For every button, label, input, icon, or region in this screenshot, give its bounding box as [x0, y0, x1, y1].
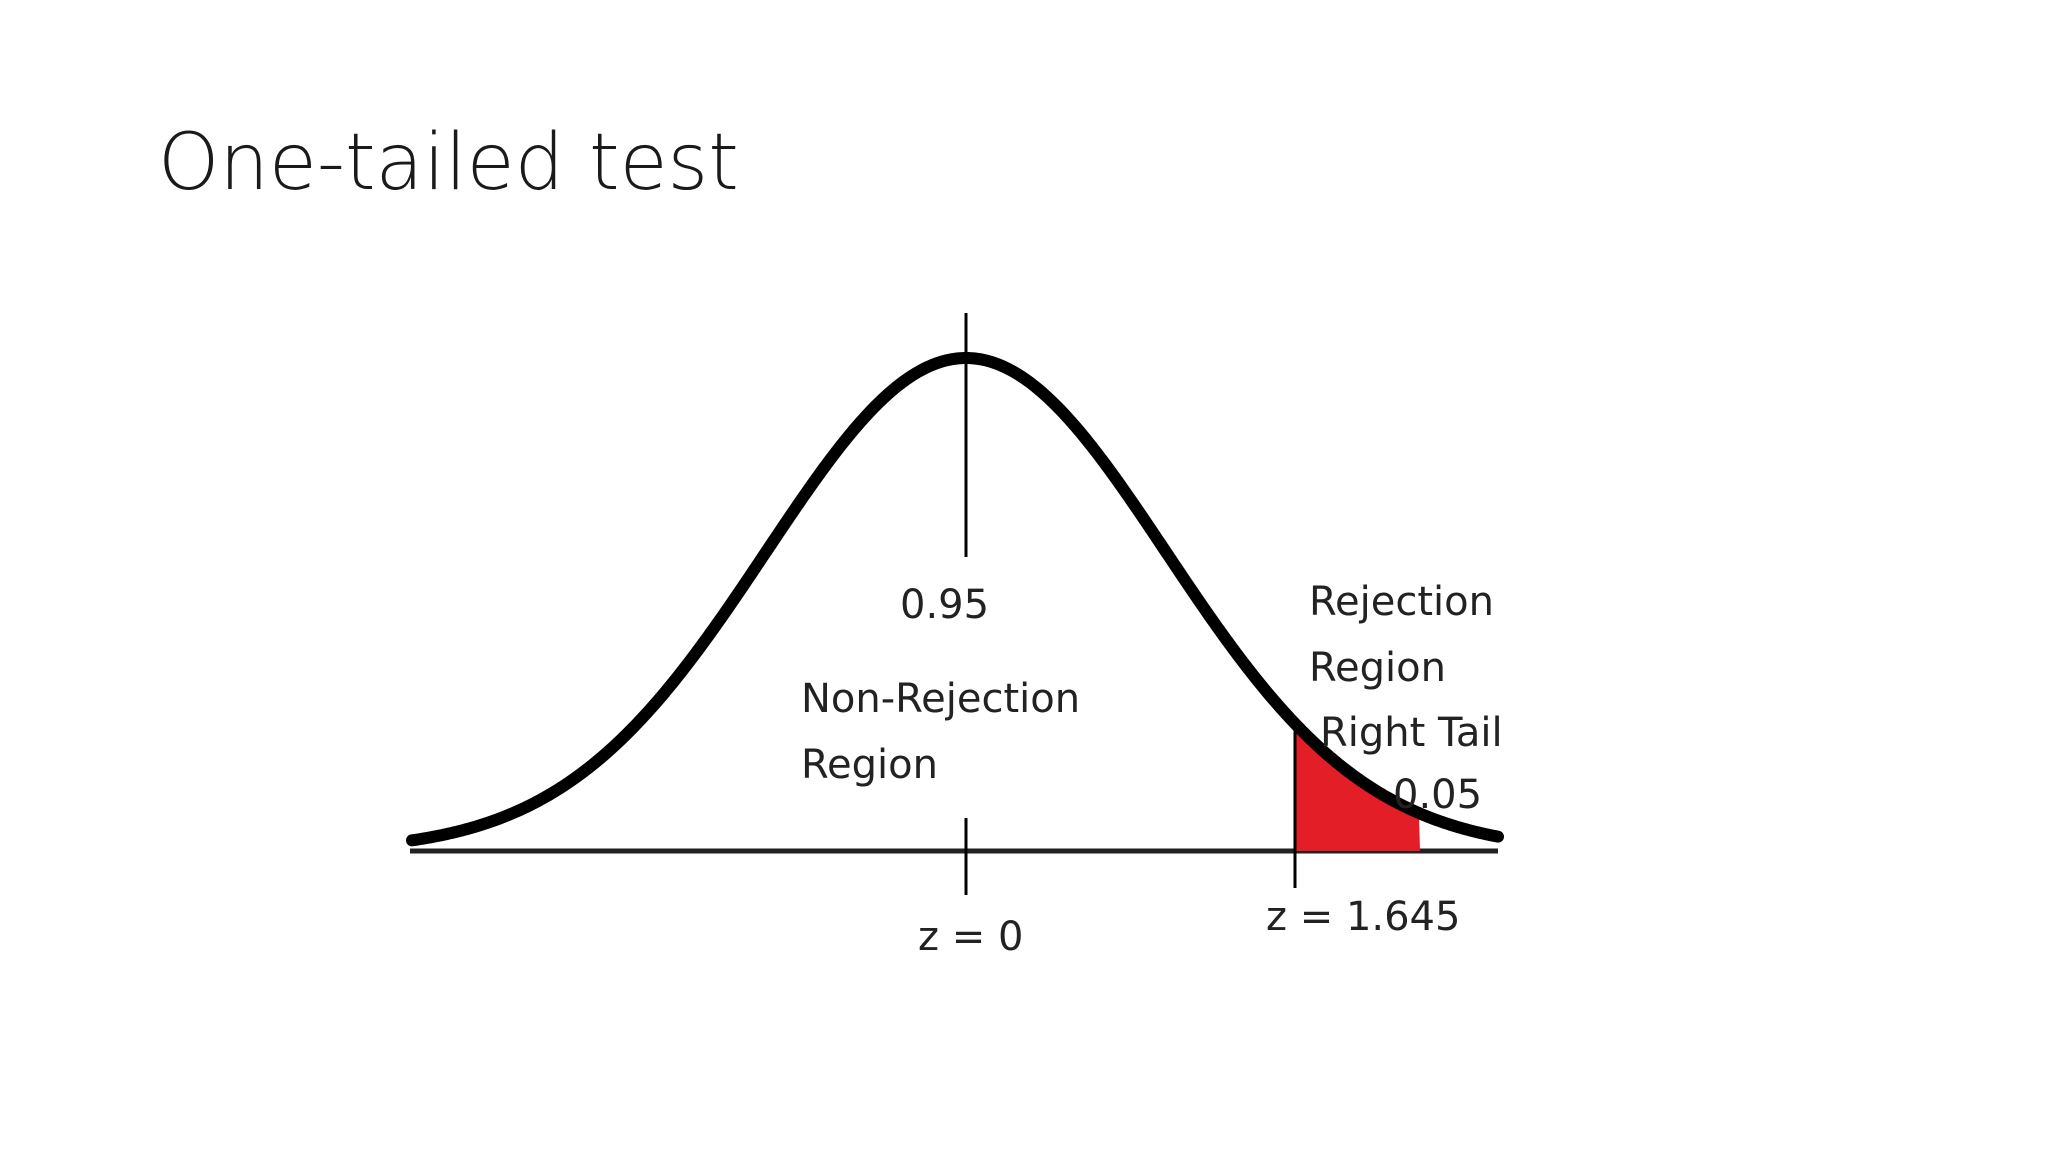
z-zero-label: z = 0 [918, 914, 1023, 960]
mean-probability-label: 0.95 [900, 582, 989, 628]
rejection-label-line3: Right Tail [1320, 710, 1503, 756]
bell-curve [406, 352, 1504, 847]
rejection-label-line2: Region [1309, 645, 1446, 691]
tail-probability-label: 0.05 [1393, 772, 1482, 818]
slide-title: One-tailed test [158, 118, 739, 208]
non-rejection-label-line1: Non-Rejection [801, 676, 1080, 722]
non-rejection-label-line2: Region [801, 742, 938, 788]
rejection-label-line1: Rejection [1309, 579, 1494, 625]
z-critical-label: z = 1.645 [1266, 894, 1460, 940]
